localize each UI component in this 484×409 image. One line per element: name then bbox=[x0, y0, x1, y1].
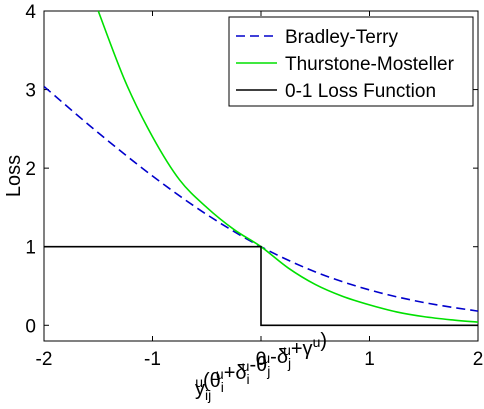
y-tick-label: 4 bbox=[25, 2, 36, 23]
series-group bbox=[44, 11, 478, 327]
x-tick-label: 1 bbox=[364, 349, 375, 370]
y-tick-label: 1 bbox=[25, 238, 36, 259]
x-tick-label: 2 bbox=[473, 349, 484, 370]
series-line-2 bbox=[44, 245, 478, 327]
legend: Bradley-Terry Thurstone-Mosteller 0-1 Loss… bbox=[228, 16, 474, 107]
y-tick-label: 0 bbox=[25, 316, 36, 337]
axis-ticks: -2 -1 0 1 2 0 1 2 3 4 bbox=[25, 2, 483, 370]
x-tick-label: 0 bbox=[256, 349, 267, 370]
series-line-1 bbox=[97, 11, 478, 323]
y-tick-label: 3 bbox=[25, 81, 36, 102]
x-tick-label: -1 bbox=[144, 349, 161, 370]
legend-entry: Bradley-Terry bbox=[285, 27, 398, 48]
y-tick-label: 2 bbox=[25, 159, 36, 180]
y-axis-label: Loss bbox=[3, 155, 25, 197]
legend-entry: Thurstone-Mosteller bbox=[285, 54, 455, 75]
legend-box bbox=[228, 16, 474, 107]
x-tick-label: -2 bbox=[36, 349, 53, 370]
legend-entry: 0-1 Loss Function bbox=[285, 81, 436, 102]
x-axis-label: yiju(θiu+δiu-θju-δju+γu) bbox=[195, 330, 327, 403]
